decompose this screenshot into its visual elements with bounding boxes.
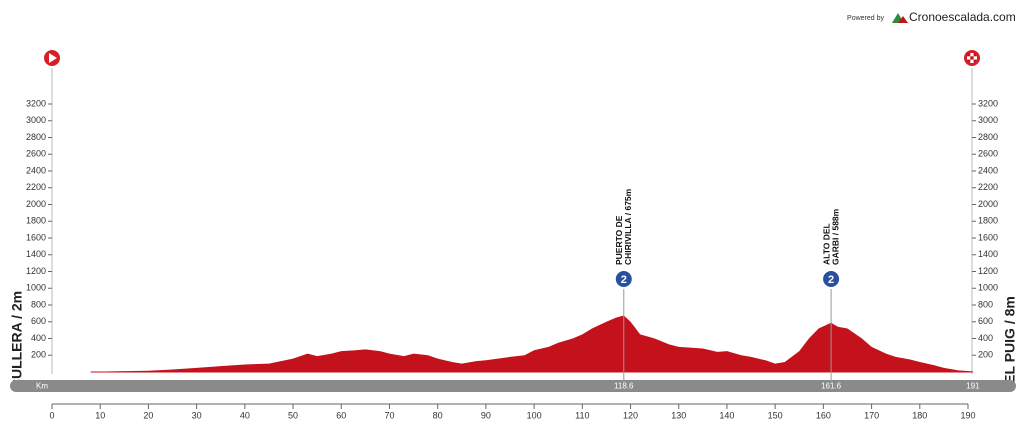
y-tick-label-right: 1200 [978,266,998,276]
x-tick-label: 190 [960,410,975,420]
y-tick-label: 600 [31,316,46,326]
y-tick-label-right: 3200 [978,98,998,108]
finish-label: EL PUIG / 8m [1002,296,1018,384]
brand: Cronoescalada.com [909,10,1016,24]
x-tick-label: 90 [481,410,491,420]
x-tick-label: 50 [288,410,298,420]
x-tick-label: 160 [816,410,831,420]
y-tick-label: 400 [31,333,46,343]
checker [967,53,977,63]
x-tick-label: 130 [671,410,686,420]
x-tick-label: 140 [719,410,734,420]
y-tick-label-right: 2800 [978,132,998,142]
km-marker: 161.6 [821,382,842,391]
y-tick-label: 200 [31,350,46,360]
x-tick-label: 180 [912,410,927,420]
y-tick-label-right: 800 [978,299,993,309]
x-tick-label: 20 [143,410,153,420]
y-tick-label-right: 200 [978,350,993,360]
y-tick-label-right: 400 [978,333,993,343]
km-bar [10,380,1016,392]
x-tick-label: 170 [864,410,879,420]
km-marker-finish: 191 [966,382,980,391]
y-tick-label-right: 1000 [978,283,998,293]
y-tick-label-right: 2400 [978,165,998,175]
climb-badge [613,269,634,289]
y-tick-label: 3200 [26,98,46,108]
climb-name: GARBI / 588m [830,208,840,265]
x-tick-label: 60 [336,410,346,420]
y-tick-label-right: 2000 [978,199,998,209]
y-tick-label: 1800 [26,216,46,226]
climb-name: ALTO DEL [821,223,831,265]
powered-by: Powered by [847,15,884,22]
x-tick-label: 40 [240,410,250,420]
x-tick-label: 80 [433,410,443,420]
start-label: CULLERA / 2m [9,291,25,389]
y-tick-label: 2200 [26,182,46,192]
y-tick-label: 1000 [26,283,46,293]
y-tick-label-right: 600 [978,316,993,326]
elevation-profile [90,315,973,372]
x-tick-label: 30 [192,410,202,420]
x-tick-label: 120 [623,410,638,420]
y-tick-label: 2600 [26,149,46,159]
y-tick-label-right: 2200 [978,182,998,192]
y-tick-label: 1600 [26,232,46,242]
climb-badge [821,269,842,289]
y-tick-label: 1400 [26,249,46,259]
y-tick-label-right: 1600 [978,232,998,242]
x-tick-label: 0 [49,410,54,420]
km-label: Km [36,382,48,391]
start-arrow [49,53,57,63]
km-marker: 118.6 [614,382,634,391]
y-tick-label: 3000 [26,115,46,125]
x-tick-label: 10 [95,410,105,420]
y-tick-label: 2400 [26,165,46,175]
y-tick-label-right: 1800 [978,216,998,226]
y-tick-label: 800 [31,299,46,309]
y-tick-label-right: 3000 [978,115,998,125]
x-tick-label: 150 [768,410,783,420]
climb-category: 2 [621,274,627,286]
climb-name: CHIRIVILLA / 675m [623,188,633,265]
x-tick-label: 100 [527,410,542,420]
y-tick-label-right: 1400 [978,249,998,259]
climb-category: 2 [828,274,834,286]
x-tick-label: 110 [575,410,589,420]
brand-logo-2 [898,16,908,23]
x-tick-label: 70 [384,410,394,420]
climb-name: PUERTO DE [614,215,624,265]
y-tick-label: 1200 [26,266,46,276]
y-tick-label: 2800 [26,132,46,142]
y-tick-label: 2000 [26,199,46,209]
y-tick-label-right: 2600 [978,149,998,159]
